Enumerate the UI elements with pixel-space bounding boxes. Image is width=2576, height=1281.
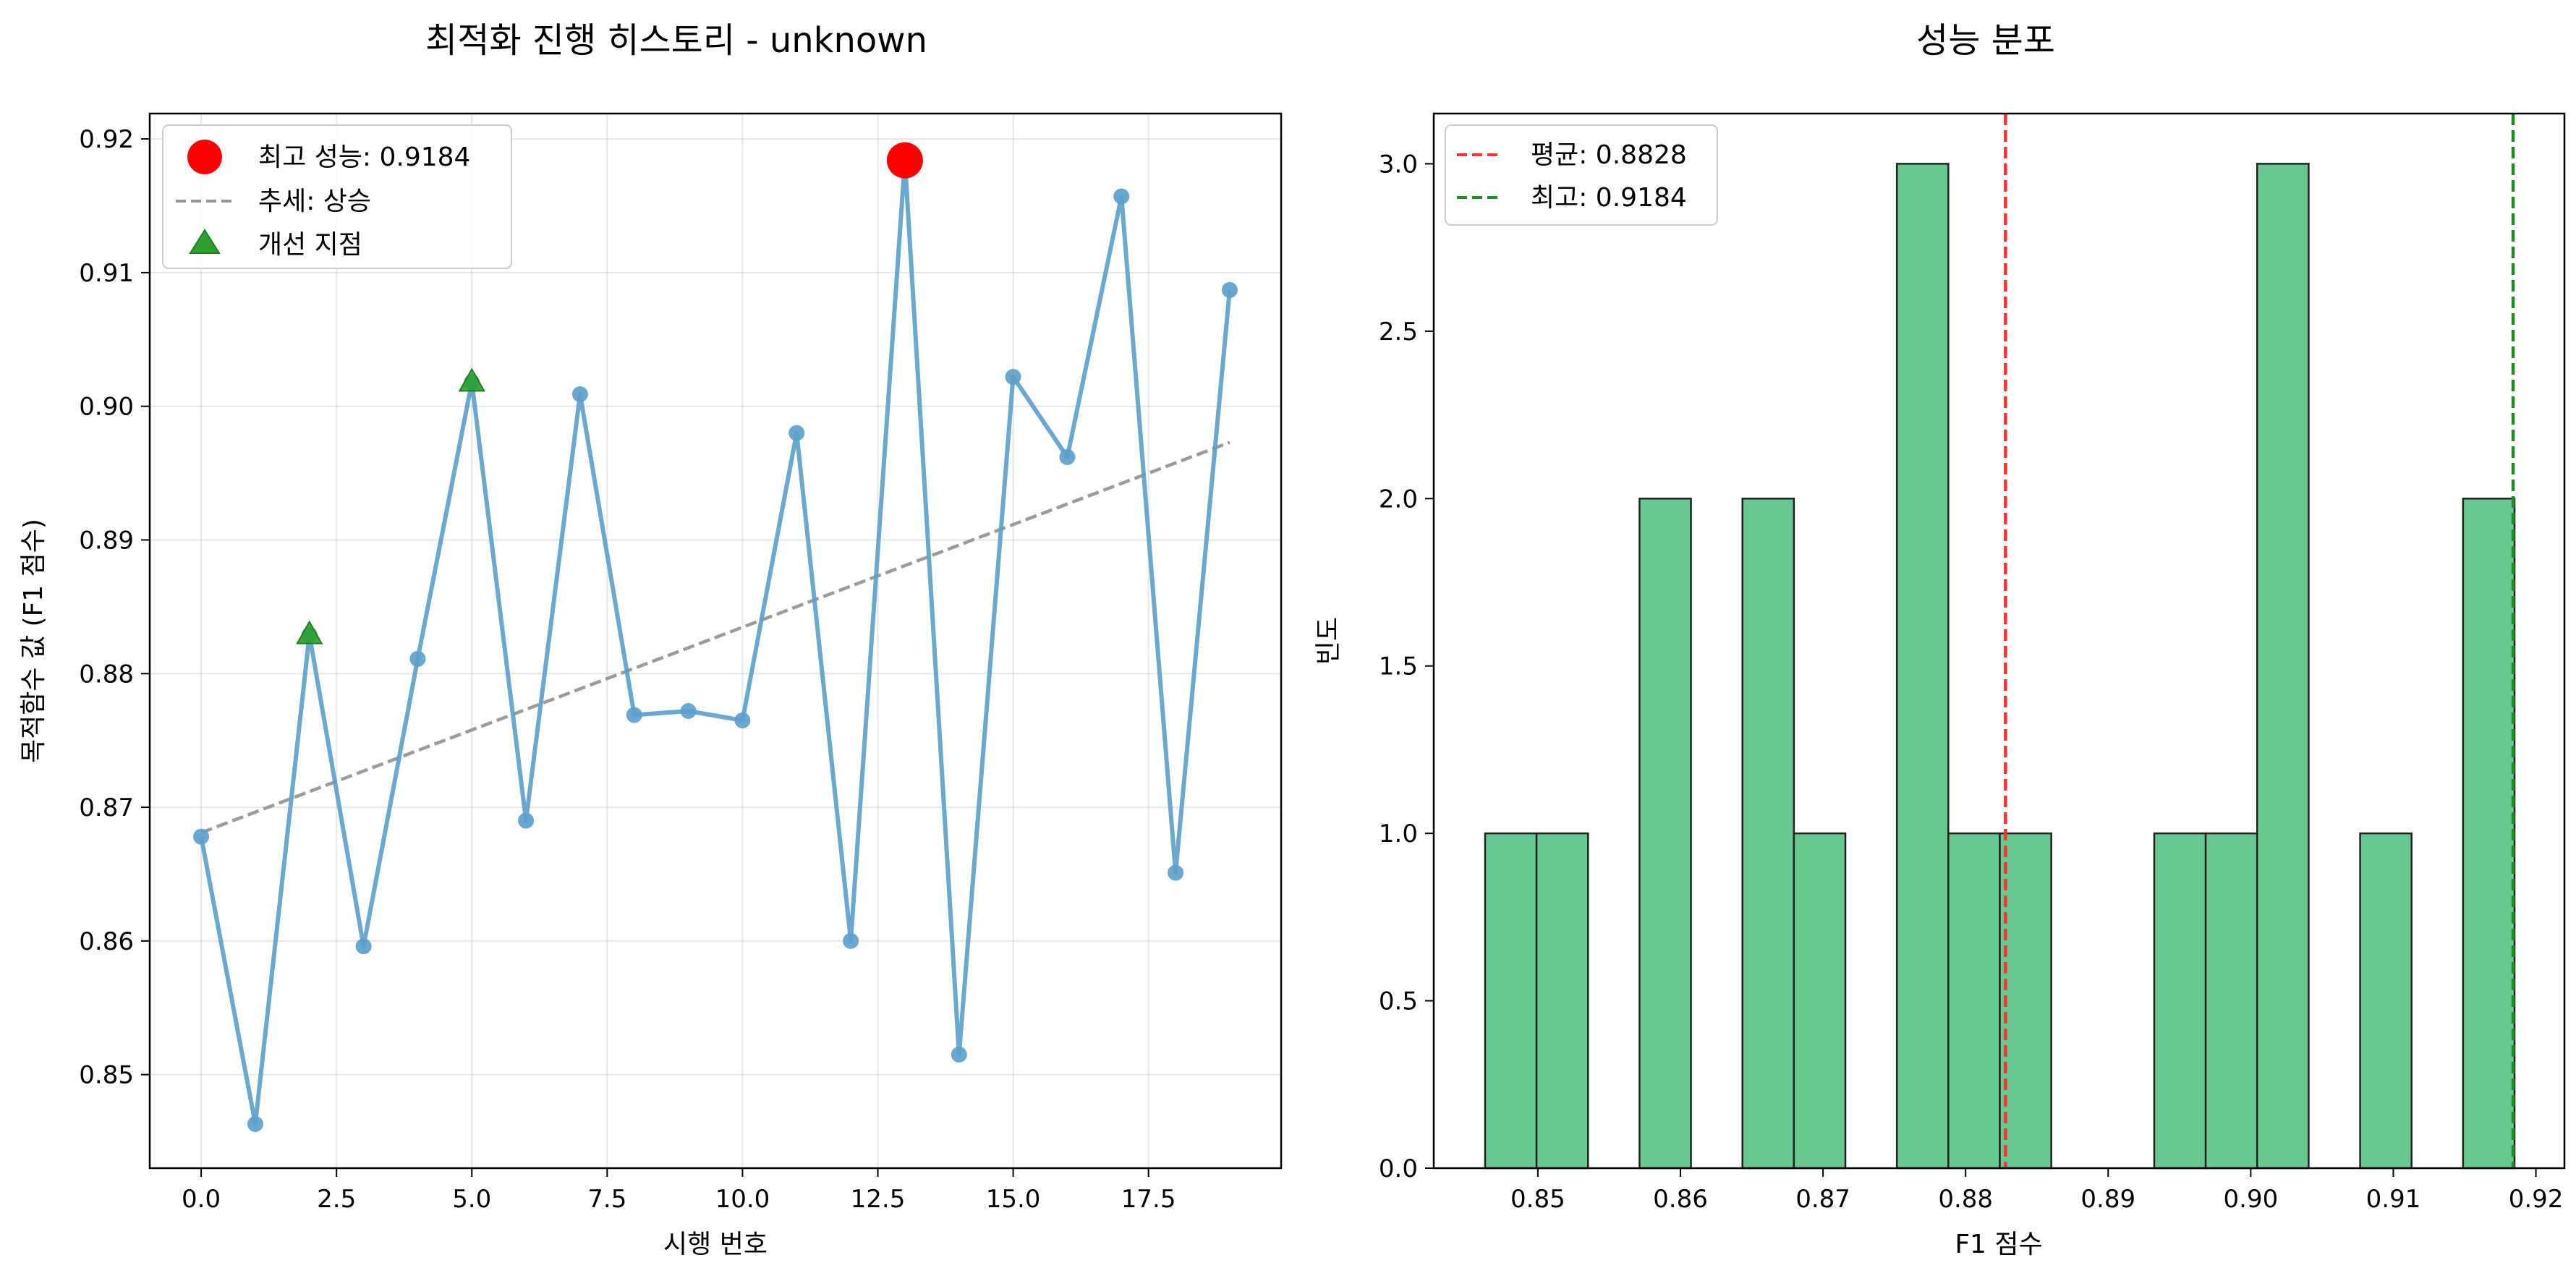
left-x-ticks: 0.0 2.5 5.0 7.5 10.0 12.5 15.0 17.5 [182,1168,1176,1214]
trial-point [626,707,642,723]
trial-point [788,425,805,441]
trial-point [1113,188,1130,205]
right-x-tick-label: 0.87 [1795,1185,1850,1214]
left-y-ticks: 0.85 0.86 0.87 0.88 0.89 0.90 0.91 0.92 [79,125,150,1090]
left-legend: 최고 성능: 0.9184 추세: 상승 개선 지점 [162,124,512,269]
histogram-bar [1793,832,1847,1170]
right-y-tick-label: 0.0 [1379,1154,1418,1183]
right-y-ticks: 0.0 0.5 1.0 1.5 2.0 2.5 3.0 [1379,150,1434,1183]
right-chart-title: 성능 분포 [1916,20,2055,61]
left-x-axis-label: 시행 번호 [663,1230,768,1259]
left-x-tick-label: 5.0 [452,1185,491,1214]
legend-best-label: 최고 성능: 0.9184 [258,142,470,172]
right-y-tick-label: 0.5 [1379,987,1418,1016]
left-y-axis-label: 목적함수 값 (F1 점수) [19,519,48,763]
histogram-bar [1895,163,1950,1170]
trial-point [193,828,210,845]
legend-max-label: 최고: 0.9184 [1531,183,1687,213]
right-x-axis-label: F1 점수 [1955,1230,2042,1259]
trial-series-line [199,158,1232,1127]
right-y-axis-label: 빈도 [1314,617,1343,665]
right-x-tick-label: 0.89 [2080,1185,2135,1214]
histogram-bar [1638,498,1692,1170]
performance-distribution-chart: 성능 분포 0.85 0.86 0.87 0.88 0.89 0.90 0.91 0.92 0… [1314,20,2566,1259]
legend-improvement-label: 개선 지점 [258,230,362,260]
trial-point [843,932,859,949]
histogram-bar [1947,832,2001,1170]
trial-point [734,712,751,728]
trial-point [571,386,588,403]
left-series-layer [193,142,1238,1133]
trial-point [1168,864,1184,881]
histogram-bar [2153,832,2207,1170]
trial-point [951,1046,967,1063]
histogram-bar [2462,498,2516,1170]
right-x-tick-label: 0.92 [2509,1185,2564,1214]
improvement-point [296,620,323,644]
left-legend-box [162,124,512,269]
right-y-tick-label: 1.0 [1379,820,1418,848]
improvement-point [458,367,485,392]
left-y-tick-label: 0.88 [79,660,134,689]
left-x-tick-label: 7.5 [587,1185,626,1214]
left-x-tick-label: 17.5 [1121,1185,1176,1214]
right-y-tick-label: 2.5 [1379,318,1418,346]
best-point [886,142,923,179]
legend-mean-label: 평균: 0.8828 [1531,140,1687,170]
right-x-ticks: 0.85 0.86 0.87 0.88 0.89 0.90 0.91 0.92 [1510,1168,2563,1214]
histogram-bar [2256,163,2310,1170]
left-y-tick-label: 0.89 [79,526,134,555]
trial-point [1059,448,1076,465]
right-x-tick-label: 0.86 [1653,1185,1708,1214]
right-x-tick-label: 0.91 [2366,1185,2421,1214]
left-y-tick-label: 0.91 [79,259,134,288]
trial-point [680,703,697,720]
legend-trend-label: 추세: 상승 [258,187,371,216]
left-y-tick-label: 0.90 [79,393,134,422]
left-grid [150,114,1281,1168]
right-x-tick-label: 0.88 [1938,1185,1993,1214]
right-y-tick-label: 3.0 [1379,150,1418,179]
right-reference-lines [2004,114,2515,1168]
trial-point [409,650,426,667]
left-y-tick-label: 0.87 [79,793,134,822]
legend-best-marker [187,140,222,174]
left-plot-frame [148,112,1283,1170]
left-y-tick-label: 0.92 [79,125,134,154]
right-legend-box [1445,124,1718,226]
histogram-bar [1484,832,1538,1170]
left-chart-title: 최적화 진행 히스토리 - unknown [425,20,927,61]
right-legend: 평균: 0.8828 최고: 0.9184 [1445,124,1718,226]
left-x-tick-label: 10.0 [715,1185,770,1214]
right-x-tick-label: 0.90 [2224,1185,2279,1214]
histogram-bar [2359,832,2413,1170]
trial-point [355,938,372,955]
left-y-tick-label: 0.86 [79,927,134,956]
right-bars-layer [1484,163,2516,1170]
right-x-tick-label: 0.85 [1510,1185,1565,1214]
histogram-bar [1999,832,2052,1170]
trial-point [247,1116,263,1133]
trial-point [1221,281,1238,298]
left-x-tick-label: 2.5 [317,1185,356,1214]
left-x-tick-label: 15.0 [986,1185,1041,1214]
histogram-bar [1535,832,1589,1170]
left-x-tick-label: 12.5 [851,1185,906,1214]
left-y-tick-label: 0.85 [79,1061,134,1090]
trial-point [1005,369,1021,386]
right-y-tick-label: 1.5 [1379,652,1418,681]
histogram-bar [1741,498,1795,1170]
left-x-tick-label: 0.0 [182,1185,221,1214]
trend-line [200,441,1230,835]
legend-improvement-marker [189,229,221,254]
trial-point [518,812,535,829]
right-plot-frame [1432,112,2566,1170]
histogram-bar [2204,832,2258,1170]
right-y-tick-label: 2.0 [1379,485,1418,514]
optimization-history-chart: 최적화 진행 히스토리 - unknown 0.0 2.5 5.0 7.5 10.0 12… [19,20,1283,1259]
